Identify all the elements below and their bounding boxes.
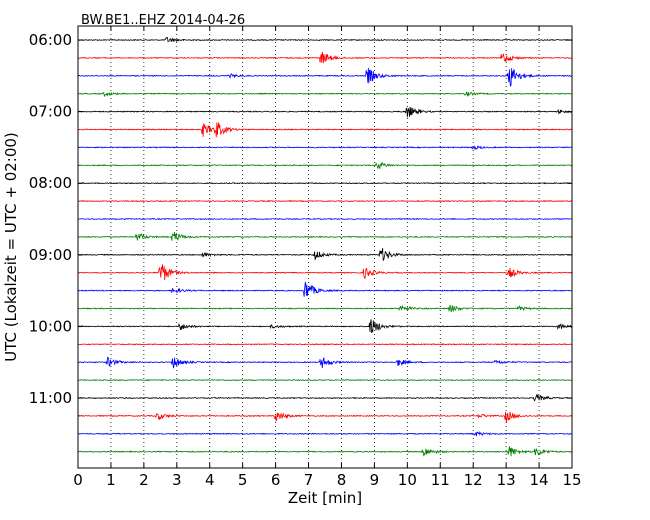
trace-line <box>77 356 573 369</box>
trace-line <box>77 343 573 346</box>
y-tick-label: 09:00 <box>29 246 72 264</box>
trace-line <box>77 145 573 150</box>
x-axis: 0 1 2 3 4 5 6 7 8 9 10 11 12 13 14 15 <box>73 26 582 489</box>
y-tick-label: 10:00 <box>29 317 72 335</box>
plot-frame <box>77 25 573 469</box>
trace-line <box>77 231 573 241</box>
x-tick-label: 8 <box>337 471 347 489</box>
x-tick-label: 6 <box>271 471 281 489</box>
x-tick-label: 2 <box>139 471 149 489</box>
trace-line <box>77 122 573 138</box>
x-tick-label: 3 <box>172 471 182 489</box>
x-tick-label: 14 <box>530 471 549 489</box>
y-axis: 06:00 07:00 08:00 09:00 10:00 11:00 <box>29 31 572 407</box>
trace-line <box>77 106 573 118</box>
y-axis-label: UTC (Lokalzeit = UTC + 02:00) <box>2 132 20 362</box>
trace-line <box>77 378 573 382</box>
trace-line <box>77 91 573 98</box>
trace-line <box>77 304 573 313</box>
trace-line <box>77 393 573 402</box>
trace-line <box>77 281 573 297</box>
y-tick-label: 07:00 <box>29 103 72 121</box>
trace-line <box>77 182 573 185</box>
x-tick-label: 15 <box>562 471 581 489</box>
trace-line <box>77 199 573 203</box>
x-tick-label: 7 <box>304 471 314 489</box>
grid-lines <box>110 26 540 468</box>
x-tick-label: 1 <box>106 471 116 489</box>
plot-background <box>78 26 572 468</box>
x-tick-label: 9 <box>370 471 380 489</box>
x-tick-label: 4 <box>205 471 215 489</box>
x-tick-label: 11 <box>431 471 450 489</box>
x-axis-label: Zeit [min] <box>288 489 362 507</box>
trace-line <box>77 319 573 334</box>
chart-title: BW.BE1..EHZ 2014-04-26 <box>81 13 245 28</box>
trace-line <box>77 248 573 261</box>
trace-line <box>77 411 573 423</box>
y-tick-label: 11:00 <box>29 389 72 407</box>
trace-line <box>77 430 573 437</box>
trace-line <box>77 264 573 280</box>
x-tick-label: 10 <box>398 471 417 489</box>
trace-line <box>77 446 573 457</box>
y-tick-label: 06:00 <box>29 31 72 49</box>
x-tick-label: 5 <box>238 471 248 489</box>
x-tick-label: 13 <box>497 471 516 489</box>
trace-line <box>77 67 573 87</box>
x-tick-label: 0 <box>73 471 83 489</box>
y-tick-label: 08:00 <box>29 174 72 192</box>
trace-line <box>77 217 573 221</box>
x-tick-label: 12 <box>464 471 483 489</box>
trace-line <box>77 161 573 170</box>
trace-line <box>77 36 573 43</box>
trace-group <box>77 36 573 457</box>
trace-line <box>77 51 573 64</box>
